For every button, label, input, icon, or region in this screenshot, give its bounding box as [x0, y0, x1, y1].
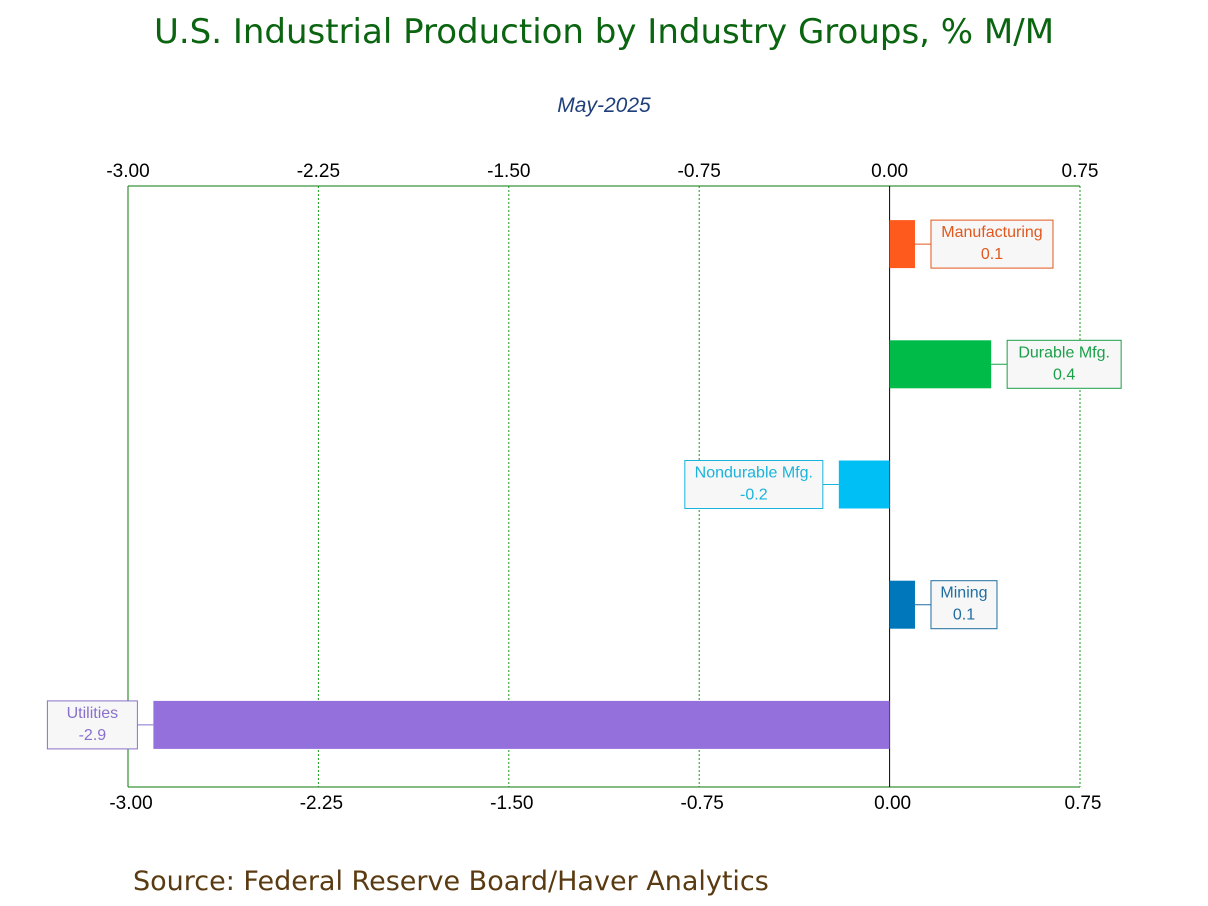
bottom-tick-label: -1.50: [490, 793, 533, 814]
label-box: [1006, 339, 1122, 389]
category-label: Nondurable Mfg.: [695, 465, 813, 482]
label-box: [684, 460, 824, 509]
bottom-tick-label: -0.75: [681, 793, 724, 814]
bar-manufacturing: [889, 220, 915, 269]
top-tick-label: -0.75: [678, 161, 721, 182]
bar-mining: [889, 580, 915, 629]
label-box: [46, 700, 138, 750]
category-label: Manufacturing: [941, 224, 1042, 241]
bottom-tick-label: -2.25: [300, 793, 343, 814]
chart-subtitle: May-2025: [557, 94, 651, 117]
bottom-tick-label: 0.00: [874, 793, 911, 814]
category-label: Mining: [940, 585, 987, 602]
source-note: Source: Federal Reserve Board/Haver Anal…: [133, 866, 769, 897]
data-label: 0.1: [953, 607, 975, 624]
top-tick-label: -1.50: [487, 161, 530, 182]
top-tick-label: -3.00: [106, 161, 149, 182]
bar-nondurable-mfg: [838, 460, 890, 509]
bar-durable-mfg: [889, 340, 992, 389]
data-label: -0.2: [740, 487, 768, 504]
bottom-tick-label: 0.75: [1065, 793, 1102, 814]
data-label: 0.1: [981, 246, 1003, 263]
category-label: Durable Mfg.: [1018, 344, 1110, 361]
data-label: -2.9: [79, 727, 107, 744]
chart-title: U.S. Industrial Production by Industry G…: [153, 12, 1055, 52]
top-tick-label: -2.25: [297, 161, 340, 182]
bottom-tick-label: -3.00: [109, 793, 152, 814]
top-tick-label: 0.75: [1062, 161, 1099, 182]
top-tick-label: 0.00: [871, 161, 908, 182]
data-label: 0.4: [1053, 366, 1075, 383]
bar-utilities: [153, 700, 890, 749]
label-box: [930, 580, 998, 630]
label-box: [930, 219, 1054, 269]
category-label: Utilities: [67, 705, 119, 722]
